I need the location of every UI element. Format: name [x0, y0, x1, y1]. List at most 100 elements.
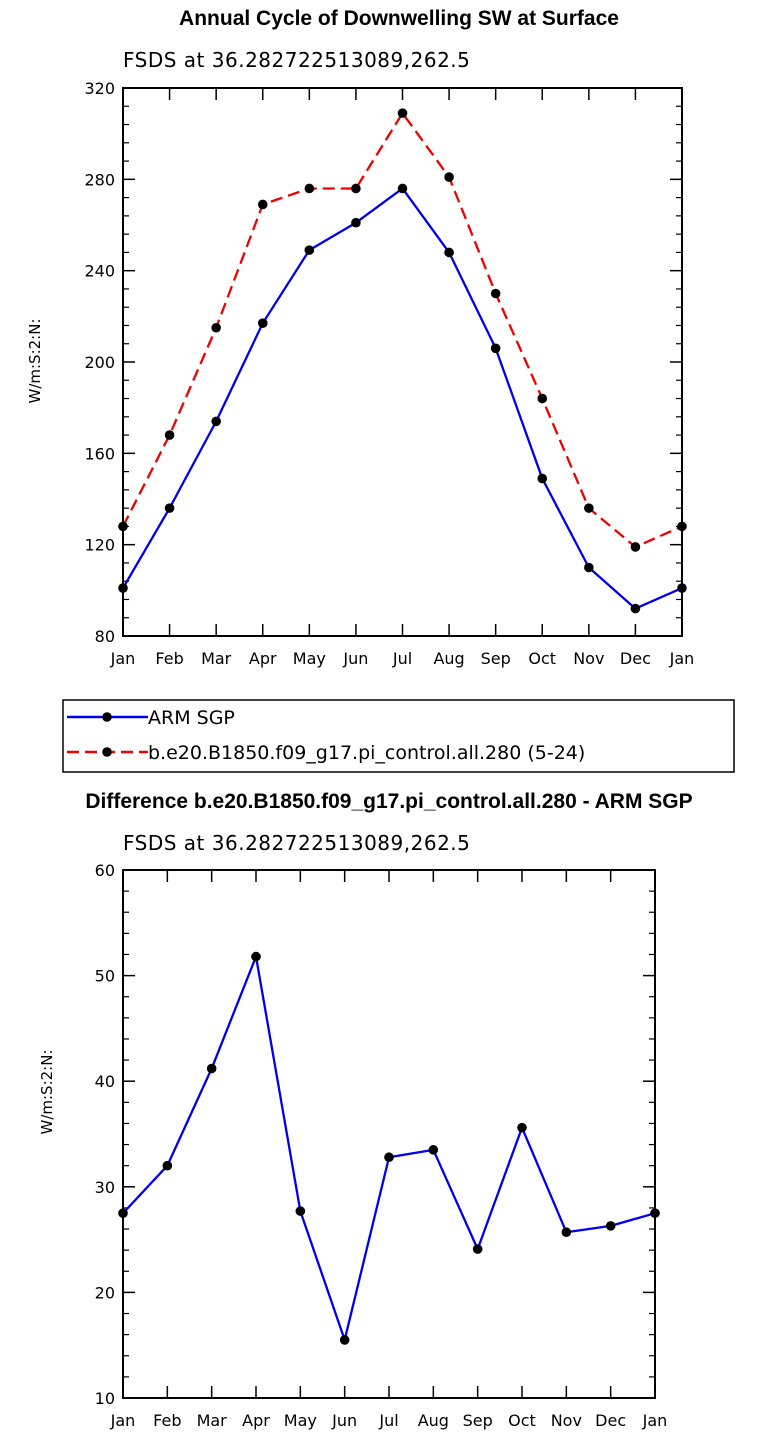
chart-title: Annual Cycle of Downwelling SW at Surfac…: [179, 7, 619, 30]
data-point: [605, 1221, 616, 1231]
y-tick-label: 50: [95, 967, 115, 986]
legend-box: [62, 699, 735, 773]
x-tick-label: Oct: [508, 1411, 536, 1430]
plot-frame: [122, 869, 656, 1399]
x-tick-label: Feb: [155, 649, 183, 668]
chart-subtitle: FSDS at 36.282722513089,262.5: [123, 48, 470, 72]
data-point: [630, 542, 641, 552]
x-tick-label: Apr: [249, 649, 277, 668]
data-point: [677, 521, 687, 532]
x-tick-label: Aug: [433, 649, 464, 668]
y-axis-label: W/m:S:2:N:: [26, 319, 44, 404]
x-tick-label: Dec: [620, 649, 651, 668]
x-tick-label: Jun: [342, 649, 368, 668]
legend-marker-model: [102, 747, 112, 757]
data-point: [257, 199, 268, 210]
series-line-1: [121, 111, 683, 549]
data-point: [428, 1145, 439, 1155]
legend-label-model: b.e20.B1850.f09_g17.pi_control.all.280 (…: [148, 742, 585, 764]
annual-cycle-chart: Annual Cycle of Downwelling SW at Surfac…: [26, 7, 735, 773]
data-point: [490, 343, 501, 354]
chart-title: Difference b.e20.B1850.f09_g17.pi_contro…: [85, 790, 692, 813]
data-point: [164, 430, 175, 440]
plot-area: Jan Feb Mar Apr May Jun Jul Aug Sep Oct Nov Dec Jan 1…: [95, 861, 668, 1430]
data-point: [118, 1208, 128, 1218]
legend-label-arm-sgp: ARM SGP: [148, 707, 235, 729]
data-point: [650, 1208, 660, 1218]
x-tick-label: Jan: [669, 649, 695, 668]
y-tick-label: 200: [84, 353, 115, 372]
y-tick-label: 10: [95, 1389, 115, 1408]
data-point: [211, 416, 221, 427]
data-point: [257, 318, 268, 328]
x-tick-label: May: [293, 649, 326, 668]
data-point: [444, 172, 454, 182]
data-point: [584, 503, 594, 513]
data-point: [490, 288, 501, 299]
data-point: [517, 1122, 527, 1133]
x-tick-label: Mar: [197, 1411, 228, 1430]
y-tick-label: 320: [84, 79, 115, 98]
data-point: [304, 245, 315, 255]
y-tick-label: 60: [95, 861, 115, 880]
data-point: [537, 393, 548, 404]
data-point: [162, 1160, 173, 1171]
legend-marker-arm-sgp: [102, 712, 112, 722]
y-tick-label: 80: [95, 627, 115, 646]
x-tick-label: Mar: [201, 649, 232, 668]
x-tick-label: Aug: [418, 1411, 449, 1430]
data-point: [584, 562, 594, 573]
y-tick-label: 40: [95, 1072, 115, 1091]
x-tick-label: Jul: [392, 649, 412, 668]
plot-frame: [122, 87, 683, 637]
x-tick-label: Nov: [551, 1411, 582, 1430]
x-tick-label: Sep: [481, 649, 511, 668]
data-point: [630, 603, 641, 614]
data-point: [677, 583, 687, 593]
legend: ARM SGP b.e20.B1850.f09_g17.pi_control.a…: [62, 699, 735, 773]
x-tick-label: Sep: [463, 1411, 493, 1430]
data-point: [384, 1152, 394, 1163]
data-point: [339, 1335, 350, 1345]
data-point: [295, 1206, 306, 1216]
data-point: [561, 1227, 572, 1238]
difference-chart: Difference b.e20.B1850.f09_g17.pi_contro…: [38, 790, 693, 1430]
data-point: [164, 503, 175, 513]
x-tick-label: Apr: [242, 1411, 270, 1430]
y-tick-label: 240: [84, 262, 115, 281]
x-tick-label: Jan: [110, 649, 136, 668]
series-line-0: [122, 187, 683, 610]
data-point: [304, 183, 315, 194]
y-axis-label: W/m:S:2:N:: [38, 1050, 56, 1135]
plot-area: Jan Feb Mar Apr May Jun Jul Aug Sep Oct Nov Dec Jan 8…: [84, 79, 694, 668]
data-point: [397, 183, 408, 194]
x-tick-label: Jul: [378, 1411, 398, 1430]
data-point: [351, 183, 361, 194]
y-tick-label: 120: [84, 536, 115, 555]
data-point: [444, 247, 454, 258]
x-tick-label: May: [284, 1411, 317, 1430]
data-point: [118, 521, 128, 532]
data-point: [206, 1063, 217, 1074]
data-point: [251, 951, 261, 962]
x-tick-label: Jan: [110, 1411, 136, 1430]
y-tick-label: 30: [95, 1178, 115, 1197]
x-tick-label: Oct: [528, 649, 556, 668]
x-tick-label: Nov: [573, 649, 604, 668]
data-point: [537, 473, 548, 484]
y-tick-label: 280: [84, 170, 115, 189]
x-tick-label: Feb: [153, 1411, 181, 1430]
data-point: [397, 108, 408, 118]
chart-subtitle: FSDS at 36.282722513089,262.5: [123, 831, 470, 855]
x-tick-label: Jan: [642, 1411, 668, 1430]
data-point: [351, 217, 361, 228]
data-point: [211, 322, 221, 333]
series-line-0: [122, 955, 656, 1342]
y-tick-label: 160: [84, 444, 115, 463]
data-point: [118, 583, 128, 593]
x-tick-label: Dec: [595, 1411, 626, 1430]
x-tick-label: Jun: [331, 1411, 357, 1430]
data-point: [472, 1244, 483, 1254]
y-tick-label: 20: [95, 1283, 115, 1302]
